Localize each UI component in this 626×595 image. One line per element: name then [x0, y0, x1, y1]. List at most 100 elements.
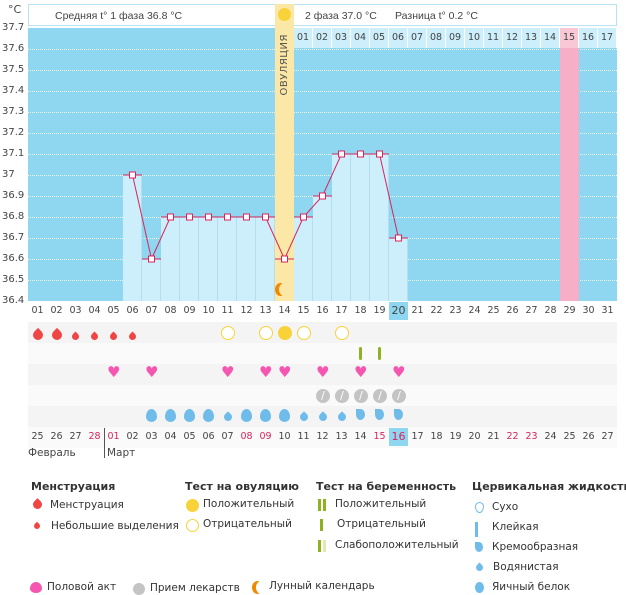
phase1-average: Средняя t° 1 фаза 36.8 °C: [55, 10, 183, 22]
temperature-bar: [389, 238, 408, 301]
cycle-day-label: 27: [525, 305, 538, 316]
cycle-day-label: 06: [126, 305, 139, 316]
calendar-date-label: 28: [88, 431, 101, 442]
calendar-date-label: 11: [297, 431, 310, 442]
pill-icon: [133, 583, 145, 595]
preg-faint-icon: [318, 540, 321, 552]
calendar-date-label: 20: [468, 431, 481, 442]
temperature-point[interactable]: [357, 150, 364, 158]
preg-test-negative-icon: [359, 347, 362, 360]
temperature-point[interactable]: [338, 150, 345, 158]
gridline: [28, 154, 617, 155]
gridline: [28, 112, 617, 113]
calendar-date-label: 18: [430, 431, 443, 442]
phase2-day-cell: 04: [351, 28, 370, 48]
cycle-day-label: 19: [373, 305, 386, 316]
calendar-date-label: 26: [582, 431, 595, 442]
preg-positive-icon: [318, 499, 321, 511]
marker-row-bg: [28, 427, 617, 448]
cycle-day-label: 10: [202, 305, 215, 316]
temperature-point[interactable]: [300, 213, 307, 221]
calendar-date-label: 25: [31, 431, 44, 442]
temperature-point[interactable]: [167, 213, 174, 221]
calendar-date-label: 27: [601, 431, 614, 442]
y-tick-label: 36.9: [2, 190, 25, 201]
phase2-day-cell: 08: [427, 28, 446, 48]
fluid-eggwhite-icon: [260, 409, 271, 422]
cycle-day-label: 22: [430, 305, 443, 316]
calendar-date-label: 03: [145, 431, 158, 442]
phase2-day-cell: 05: [370, 28, 389, 48]
fluid-eggwhite-icon: [203, 409, 214, 422]
pill-icon: /: [392, 389, 406, 403]
temperature-bar: [142, 259, 161, 301]
ov-test-negative-icon: [335, 326, 349, 340]
calendar-date-label: 24: [544, 431, 557, 442]
phase2-day-cell: 06: [389, 28, 408, 48]
heart-icon: ♥: [259, 363, 273, 381]
temperature-point[interactable]: [395, 234, 402, 242]
temperature-point[interactable]: [186, 213, 193, 221]
calendar-date-label: 01: [107, 431, 120, 442]
month-divider: [104, 428, 105, 458]
legend-item-label: Небольшие выделения: [51, 520, 179, 532]
cycle-day-label: 30: [582, 305, 595, 316]
ov-test-positive-icon: [278, 326, 292, 340]
cycle-day-label: 16: [316, 305, 329, 316]
calendar-date-label: 26: [50, 431, 63, 442]
fluid-eggwhite-icon: [279, 409, 290, 422]
ov-test-negative-icon: [221, 326, 235, 340]
legend-item-label: Положительный: [203, 498, 295, 510]
fluid-creamy-icon: [356, 409, 365, 420]
calendar-date-label: 09: [259, 431, 272, 442]
ov-test-negative-icon: [297, 326, 311, 340]
y-tick-label: 37.2: [2, 127, 25, 138]
legend-item-label: Положительный: [335, 498, 427, 510]
fluid-watery-icon: [474, 562, 485, 573]
fluid-creamy-icon: [475, 542, 483, 552]
phase2-day-cell: 03: [332, 28, 351, 48]
month-label: Февраль: [28, 447, 76, 459]
legend-item-label: Лунный календарь: [269, 580, 375, 592]
temperature-bar: [370, 154, 389, 301]
fluid-eggwhite-icon: [241, 409, 252, 422]
moon-icon: [256, 581, 267, 594]
calendar-date-label: 19: [449, 431, 462, 442]
temperature-point[interactable]: [376, 150, 383, 158]
cycle-day-label: 31: [601, 305, 614, 316]
calendar-date-label: 06: [202, 431, 215, 442]
legend-heading: Цервикальная жидкость: [472, 480, 626, 493]
cycle-day-label: 03: [69, 305, 82, 316]
calendar-date-label: 17: [411, 431, 424, 442]
y-tick-label: 36.5: [2, 274, 25, 285]
temperature-point[interactable]: [243, 213, 250, 221]
temperature-point[interactable]: [224, 213, 231, 221]
y-tick-label: 37.1: [2, 148, 25, 159]
heart-icon: ♥: [392, 363, 406, 381]
temperature-point[interactable]: [205, 213, 212, 221]
temperature-point[interactable]: [148, 255, 155, 263]
marker-row-bg: [28, 343, 617, 364]
y-tick-label: 37.3: [2, 106, 25, 117]
preg-test-negative-icon: [378, 347, 381, 360]
temperature-point[interactable]: [129, 171, 136, 179]
ovulation-label: ОВУЛЯЦИЯ: [279, 34, 290, 96]
ov-negative-icon: [186, 519, 199, 532]
y-tick-label: 37.6: [2, 43, 25, 54]
cycle-day-label: 13: [259, 305, 272, 316]
calendar-date-label: 05: [183, 431, 196, 442]
legend-heading: Менструация: [31, 480, 116, 493]
temperature-point[interactable]: [319, 192, 326, 200]
light-spotting-icon: [32, 521, 42, 531]
temperature-bar: [161, 217, 180, 301]
y-unit: °C: [8, 3, 22, 16]
cycle-day-label: 12: [240, 305, 253, 316]
temperature-point[interactable]: [281, 255, 288, 263]
y-tick-label: 37.5: [2, 64, 25, 75]
temperature-bar: [199, 217, 218, 301]
phase2-day-cell: 16: [579, 28, 598, 48]
temperature-point[interactable]: [262, 213, 269, 221]
y-tick-label: 36.4: [2, 295, 25, 306]
legend-heading: Тест на беременность: [316, 480, 457, 493]
temperature-bar: [332, 154, 351, 301]
